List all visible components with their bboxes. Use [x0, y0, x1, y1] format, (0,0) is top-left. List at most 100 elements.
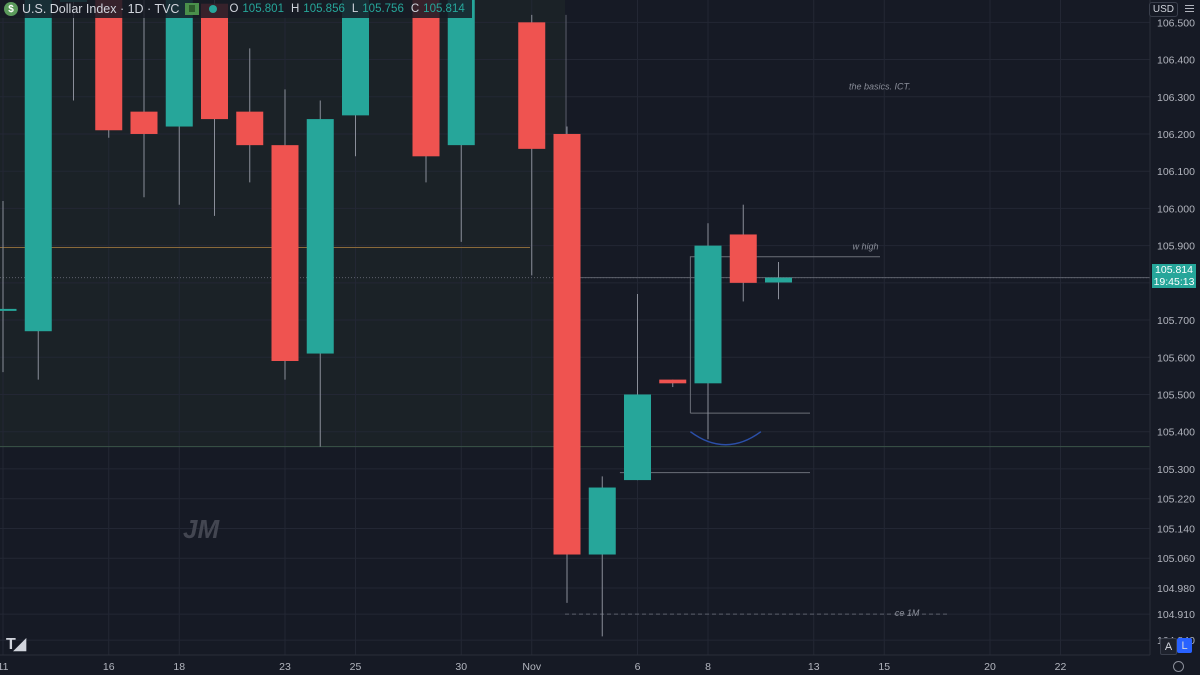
menu-icon[interactable]	[1185, 3, 1194, 14]
candle-body	[306, 119, 334, 354]
x-tick-label: 6	[635, 661, 641, 673]
chart-annotation[interactable]: ce 1M	[895, 608, 920, 618]
currency-button[interactable]: USD	[1148, 2, 1178, 17]
open-value: 105.801	[242, 3, 284, 15]
y-tick-label: 106.100	[1157, 166, 1195, 178]
y-tick-label: 105.500	[1157, 389, 1195, 401]
candle-body	[95, 0, 123, 131]
candle[interactable]	[271, 89, 299, 380]
candle[interactable]	[165, 0, 193, 205]
candle[interactable]	[765, 262, 792, 300]
symbol-title[interactable]: U.S. Dollar Index · 1D · TVC	[22, 2, 180, 16]
candle[interactable]	[518, 14, 546, 276]
y-tick-label: 105.600	[1157, 352, 1195, 364]
candle[interactable]	[130, 0, 158, 198]
gear-icon[interactable]	[1173, 661, 1184, 672]
candle[interactable]	[588, 476, 616, 637]
candle-body	[765, 277, 792, 283]
candle[interactable]	[729, 204, 757, 302]
x-tick-label: 13	[808, 661, 820, 673]
close-value: 105.814	[423, 3, 465, 15]
candle-body	[518, 22, 546, 149]
chart-annotation[interactable]: the basics. ICT.	[849, 82, 911, 92]
candle-body	[553, 133, 581, 555]
y-tick-label: 105.060	[1157, 553, 1195, 565]
x-tick-label: 8	[705, 661, 711, 673]
y-tick-label: 106.000	[1157, 203, 1195, 215]
y-tick-label: 106.400	[1157, 55, 1195, 67]
candle[interactable]	[95, 0, 123, 138]
candle-body	[24, 0, 52, 332]
y-tick-label: 105.400	[1157, 427, 1195, 439]
y-tick-label: 106.300	[1157, 92, 1195, 104]
x-tick-label: Nov	[522, 661, 541, 673]
flag-icon[interactable]	[185, 3, 200, 15]
low-key: L	[351, 3, 359, 15]
x-tick-label: 22	[1055, 661, 1067, 673]
candle[interactable]	[236, 48, 264, 183]
x-tick-label: 11	[0, 661, 9, 673]
x-tick-label: 18	[173, 661, 185, 673]
y-tick-label: 105.700	[1157, 315, 1195, 327]
ohlc-readout: O 105.801 H 105.856 L 105.756 C 105.814	[229, 3, 467, 15]
candle-body	[624, 394, 651, 481]
y-tick-label: 105.220	[1157, 494, 1195, 506]
low-value: 105.756	[362, 3, 404, 15]
close-key: C	[410, 3, 420, 15]
bar-countdown: 19:45:13	[1153, 276, 1195, 288]
candle-body	[729, 234, 757, 283]
candle[interactable]	[306, 100, 334, 447]
x-tick-label: 15	[878, 661, 890, 673]
price-axis[interactable]	[1150, 0, 1200, 655]
candle-body	[236, 111, 264, 146]
x-tick-label: 30	[455, 661, 467, 673]
dollar-symbol-icon: $	[4, 2, 18, 16]
candle-body	[271, 145, 299, 361]
y-tick-label: 105.140	[1157, 523, 1195, 535]
candle[interactable]	[694, 223, 722, 440]
candle-body	[130, 111, 158, 134]
watermark-text: JM	[183, 514, 220, 544]
y-tick-label: 105.900	[1157, 241, 1195, 253]
candle-body	[447, 0, 475, 146]
candle-body	[165, 0, 193, 127]
high-key: H	[290, 3, 300, 15]
candle[interactable]	[342, 0, 369, 157]
candle-body	[201, 3, 228, 120]
x-tick-label: 25	[350, 661, 362, 673]
candle-body	[659, 379, 687, 384]
candle[interactable]	[624, 294, 651, 481]
candle[interactable]	[0, 200, 17, 373]
w-high-line[interactable]	[689, 256, 880, 414]
candle-body	[694, 245, 722, 384]
y-tick-label: 106.200	[1157, 129, 1195, 141]
current-price-value: 105.814	[1155, 264, 1193, 276]
candle-body	[0, 308, 17, 311]
chart-header: $ U.S. Dollar Index · 1D · TVC O 105.801 …	[0, 0, 472, 18]
market-status-icon	[209, 5, 218, 13]
y-tick-label: 104.910	[1157, 609, 1195, 621]
tradingview-logo-icon[interactable]: T◢	[6, 636, 26, 653]
current-price-tag: 105.814 19:45:13	[1152, 264, 1196, 288]
candle-body	[342, 0, 369, 116]
y-tick-label: 104.980	[1157, 583, 1195, 595]
open-key: O	[229, 3, 239, 15]
x-tick-label: 23	[279, 661, 291, 673]
candle-body	[412, 0, 440, 157]
high-value: 105.856	[303, 3, 345, 15]
x-tick-label: 16	[103, 661, 115, 673]
candle[interactable]	[447, 0, 475, 242]
y-tick-label: 105.300	[1157, 464, 1195, 476]
candle-body	[588, 487, 616, 555]
x-tick-label: 20	[984, 661, 996, 673]
candle[interactable]	[24, 0, 52, 380]
candle[interactable]	[201, 0, 228, 216]
curve-drawing[interactable]	[689, 431, 762, 446]
chart-annotation[interactable]: w high	[853, 242, 879, 252]
candle[interactable]	[553, 126, 581, 603]
log-scale-button[interactable]: L	[1177, 638, 1192, 653]
auto-scale-button[interactable]: A	[1160, 638, 1177, 655]
candle[interactable]	[659, 379, 687, 388]
candle[interactable]	[412, 0, 440, 183]
